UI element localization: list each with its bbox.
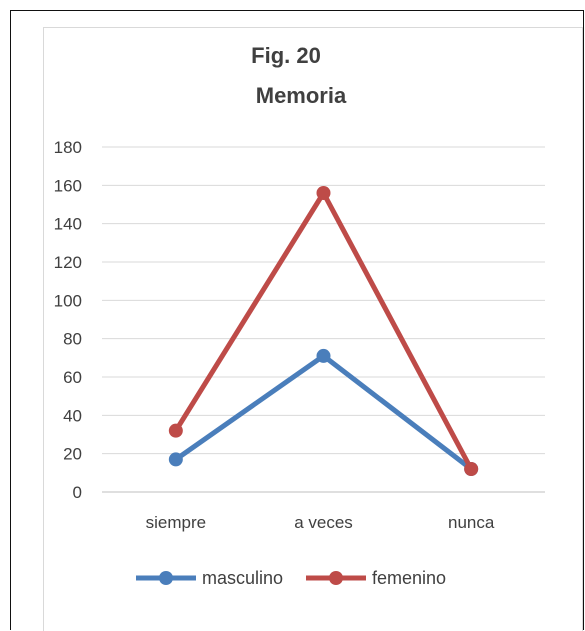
series-lines [168,186,479,476]
legend-marker-femenino [329,571,343,585]
legend: masculino femenino [136,568,446,588]
x-tick-label: siempre [146,513,206,532]
data-point-masculino [316,348,331,363]
series-line-masculino [173,353,474,472]
chart-title: Fig. 20 [251,43,321,68]
chart-subtitle: Memoria [256,83,347,108]
y-tick-label: 60 [63,368,82,387]
x-tick-label: a veces [294,513,353,532]
y-tick-label: 180 [54,138,82,157]
x-axis-ticks: siempre a veces nunca [146,513,495,532]
gridlines [102,146,545,493]
y-tick-label: 40 [63,406,82,425]
chart-frame [10,10,584,631]
x-tick-label: nunca [448,513,495,532]
legend-marker-masculino [159,571,173,585]
data-point-femenino [168,423,183,438]
y-axis-ticks: 0 20 40 60 80 100 120 140 160 180 [54,138,82,502]
legend-label-masculino: masculino [202,568,283,588]
data-point-femenino [464,462,479,476]
y-tick-label: 20 [63,445,82,464]
y-tick-label: 160 [54,176,82,195]
y-tick-label: 0 [73,483,82,502]
data-point-masculino [168,452,183,467]
y-tick-label: 120 [54,253,82,272]
legend-label-femenino: femenino [372,568,446,588]
chart-area [43,27,583,631]
y-tick-label: 140 [54,215,82,234]
data-point-femenino [316,186,331,200]
y-tick-label: 80 [63,330,82,349]
y-tick-label: 100 [54,291,82,310]
